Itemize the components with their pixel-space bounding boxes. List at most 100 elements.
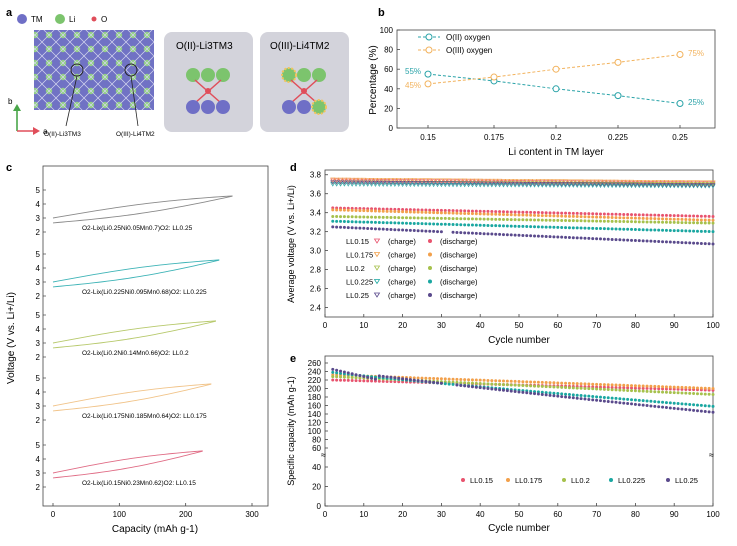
d-discharge-point [362,215,366,219]
d-discharge-point [533,225,537,229]
e-point [494,379,498,383]
c-xtick-label: 100 [113,510,127,519]
d-discharge-point [525,210,529,214]
e-point [416,379,420,383]
d-charge-point [485,181,491,186]
e-point [463,384,467,388]
d-discharge-point [490,212,494,216]
e-point [699,392,703,396]
e-point [377,379,381,383]
d-charge-point [524,179,530,184]
b-point [424,80,432,88]
e-point [513,379,517,383]
d-charge-point [372,178,378,183]
e-point [459,377,463,381]
e-point [602,395,606,399]
e-point [482,386,486,390]
d-charge-point [528,183,534,188]
e-point [661,387,665,391]
d-discharge-point [664,228,668,232]
e-point [443,382,447,386]
d-charge-point [497,183,503,188]
d-discharge-point [544,211,548,215]
e-point [509,389,513,393]
e-point [645,384,649,388]
d-discharge-point [443,222,447,226]
e-point [567,381,571,385]
d-charge-point [535,183,541,188]
d-discharge-point [657,217,661,221]
e-xtick-label: 100 [706,510,720,519]
d-discharge-point [505,233,509,237]
d-charge-point [543,179,549,184]
panel-e-label: e [290,353,296,365]
e-point [622,388,626,392]
c-curve-label: O2-Lix(Li0.15Ni0.23Mn0.62)O2: LL0.15 [82,480,196,487]
d-discharge-point [362,209,366,213]
d-charge-point [481,181,487,186]
d-discharge-point [459,209,463,213]
d-charge-point [365,177,371,183]
e-point [567,395,571,399]
e-point [688,408,692,412]
d-discharge-point [610,227,614,231]
d-discharge-point [451,217,455,221]
c-ytick-label: 2 [36,483,41,492]
d-discharge-point [501,210,505,214]
e-point [474,378,478,382]
d-discharge-point [463,231,467,235]
d-discharge-point [536,218,540,222]
d-charge-point [605,182,611,187]
d-discharge-point [420,222,424,226]
d-discharge-point [676,217,680,221]
e-point [556,381,560,385]
d-charge-point [396,182,402,187]
lattice-image [34,30,154,110]
d-legend-discharge-marker [428,252,432,257]
d-discharge-point [373,220,377,224]
e-point [540,392,544,396]
d-charge-point [648,180,654,185]
d-charge-point [442,181,448,186]
d-charge-point [365,182,371,187]
d-charge-point [330,180,336,185]
d-charge-point [679,183,685,188]
d-charge-point [400,181,406,186]
e-point [346,378,350,382]
d-discharge-point [490,232,494,236]
d-discharge-point [443,216,447,220]
d-discharge-point [439,230,443,234]
axis-a-label: a [43,127,48,136]
e-point [672,391,676,395]
d-charge-point [454,183,460,188]
e-xtick-label: 40 [476,510,485,519]
d-discharge-point [575,219,579,223]
d-charge-point [539,183,545,188]
d-discharge-point [567,236,571,240]
c-ytick-label: 3 [36,339,41,348]
d-discharge-point [672,214,676,218]
e-point [595,395,599,399]
d-discharge-point [602,227,606,231]
d-charge-point [586,179,592,184]
e-point [393,380,397,384]
d-discharge-point [533,210,537,214]
e-point [602,387,606,391]
d-discharge-point [684,241,688,245]
d-discharge-point [346,208,350,212]
d-charge-point [504,181,510,187]
e-point [436,381,440,385]
d-discharge-point [486,223,490,227]
e-point [517,383,521,387]
e-point [571,393,575,397]
d-discharge-point [622,220,626,224]
e-point [614,388,618,392]
d-discharge-point [556,211,560,215]
d-discharge-point [661,220,665,224]
d-charge-point [683,183,689,188]
d-charge-point [702,184,708,189]
d-discharge-point [389,207,393,211]
d-discharge-point [637,213,641,217]
e-point [637,403,641,407]
e-point [451,380,455,384]
